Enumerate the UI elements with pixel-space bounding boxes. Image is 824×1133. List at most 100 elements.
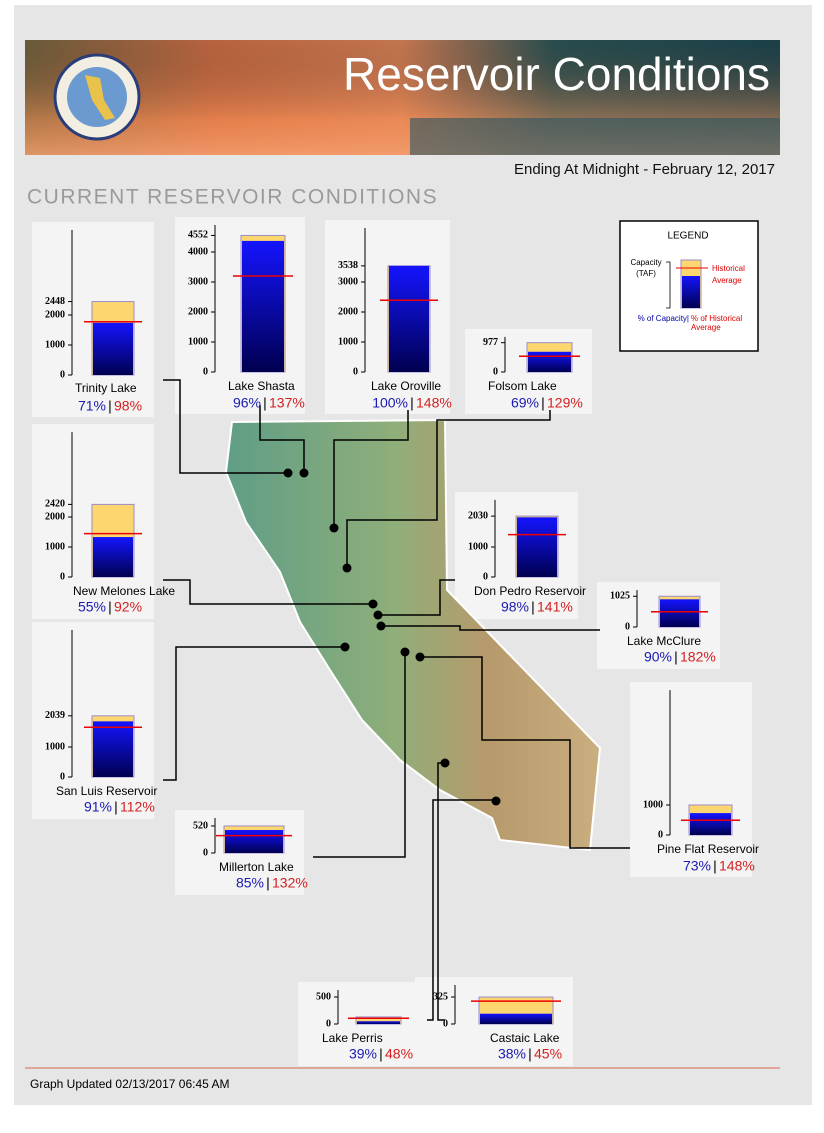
legend: LEGEND Capacity (TAF) Historical Average… (619, 220, 759, 352)
pct-average: 98% (114, 398, 142, 414)
banner-title: Reservoir Conditions (343, 48, 770, 100)
pct-capacity: 39% (349, 1046, 377, 1062)
reservoir-dot (440, 758, 450, 768)
reservoir-name: Lake Shasta (228, 379, 295, 393)
separator: | (528, 1046, 532, 1062)
pct-capacity: 73% (683, 858, 711, 874)
leader-line (427, 799, 496, 1021)
date: Ending At Midnight - February 12, 2017 (514, 161, 775, 178)
pct-capacity: 96% (233, 395, 261, 411)
reservoir-dot (400, 647, 410, 657)
leader-line (333, 410, 409, 528)
reservoir-name: Trinity Lake (75, 381, 137, 395)
reservoir-name: Lake McClure (627, 634, 701, 648)
reservoir-name: Millerton Lake (219, 860, 294, 874)
leader-line (378, 579, 455, 616)
separator: | (379, 1046, 383, 1062)
y-tick-label: 2448 (45, 296, 65, 307)
leaders (163, 379, 630, 1021)
separator: | (263, 395, 267, 411)
y-tick-label: 2000 (45, 309, 65, 320)
pct-capacity: 98% (501, 599, 529, 615)
separator: | (108, 599, 112, 615)
reservoir-name: New Melones Lake (73, 584, 175, 598)
separator: | (108, 398, 112, 414)
legend-label: % of Historical (691, 314, 742, 323)
legend-storage (682, 276, 700, 308)
pct-capacity: 55% (78, 599, 106, 615)
separator: | (114, 799, 118, 815)
y-tick-label: 1000 (468, 541, 488, 552)
section-title: CURRENT RESERVOIR CONDITIONS (27, 186, 438, 209)
legend-label: Average (691, 323, 721, 332)
storage-bar (225, 830, 283, 853)
storage-bar (660, 599, 699, 627)
reservoir-name: Pine Flat Reservoir (657, 842, 759, 856)
y-tick-label: 2420 (45, 499, 65, 510)
storage-bar (690, 813, 731, 835)
leader-line (313, 652, 406, 858)
y-tick-label: 2030 (468, 510, 488, 521)
legend-label: (TAF) (636, 269, 656, 278)
y-tick-label: 977 (483, 337, 498, 348)
legend-bracket (666, 261, 671, 309)
legend-label: Historical (712, 264, 745, 273)
reservoir-name: Lake Oroville (371, 379, 441, 393)
y-tick-label: 0 (203, 847, 208, 858)
pct-capacity: 90% (644, 649, 672, 665)
leader-line (163, 646, 345, 781)
reservoir-name: San Luis Reservoir (56, 784, 157, 798)
y-tick-label: 4552 (188, 230, 208, 241)
pct-average: 148% (719, 858, 755, 874)
pct-average: 129% (547, 395, 583, 411)
storage-bar (242, 240, 284, 372)
reservoir-dot (368, 599, 378, 609)
y-tick-label: 1000 (338, 336, 358, 347)
storage-bar (93, 322, 133, 375)
y-tick-label: 0 (326, 1018, 331, 1029)
y-tick-label: 1000 (188, 336, 208, 347)
y-tick-label: 0 (203, 366, 208, 377)
y-tick-label: 0 (443, 1018, 448, 1029)
y-tick-label: 3000 (338, 276, 358, 287)
separator: | (541, 395, 545, 411)
y-tick-label: 1000 (45, 541, 65, 552)
pct-average: 148% (416, 395, 452, 411)
y-tick-label: 2000 (45, 511, 65, 522)
y-tick-label: 1025 (610, 591, 630, 602)
leader-line (346, 410, 551, 568)
storage-bar (93, 721, 133, 777)
leader-line (163, 579, 373, 605)
separator: | (410, 395, 414, 411)
reservoir-dot (373, 610, 383, 620)
pct-capacity: 71% (78, 398, 106, 414)
reservoir-dot (340, 642, 350, 652)
reservoir-dot (342, 563, 352, 573)
y-tick-label: 0 (60, 771, 65, 782)
chart-panel (630, 682, 752, 877)
reservoir-name: Castaic Lake (490, 1031, 560, 1045)
pct-average: 48% (385, 1046, 413, 1062)
y-tick-label: 2000 (338, 306, 358, 317)
reservoir-name: Folsom Lake (488, 379, 557, 393)
reservoir-name: Lake Perris (322, 1031, 383, 1045)
y-tick-label: 0 (60, 571, 65, 582)
legend-title: LEGEND (667, 231, 708, 242)
leader-line (420, 656, 630, 849)
y-tick-label: 0 (60, 369, 65, 380)
storage-bar (357, 1021, 400, 1024)
storage-bar (528, 351, 571, 372)
pct-average: 45% (534, 1046, 562, 1062)
y-tick-label: 1000 (45, 741, 65, 752)
y-tick-label: 0 (353, 366, 358, 377)
pct-capacity: 38% (498, 1046, 526, 1062)
storage-bar (517, 517, 557, 577)
y-tick-label: 2000 (188, 306, 208, 317)
leader-line (163, 379, 288, 474)
reservoir-dot (415, 652, 425, 662)
seal-state (85, 75, 115, 120)
reservoir-dot (283, 468, 293, 478)
dots (283, 468, 501, 806)
